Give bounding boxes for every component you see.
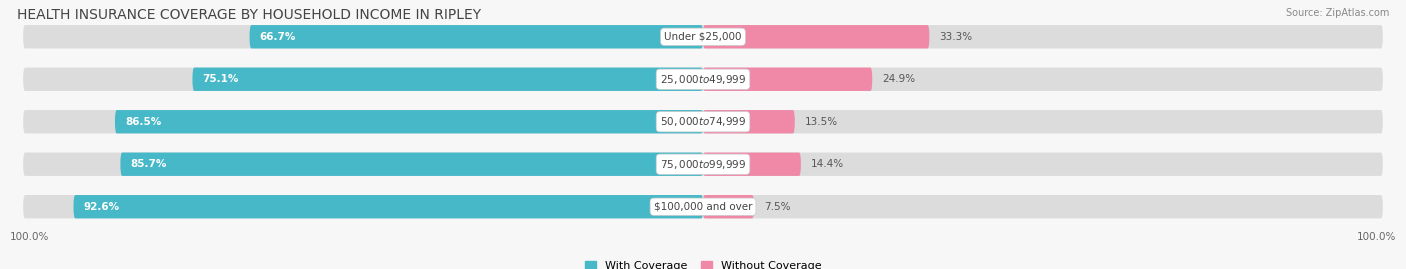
Text: 75.1%: 75.1% xyxy=(202,74,239,84)
FancyBboxPatch shape xyxy=(703,68,872,91)
Text: 100.0%: 100.0% xyxy=(1357,232,1396,242)
Text: $25,000 to $49,999: $25,000 to $49,999 xyxy=(659,73,747,86)
Text: 7.5%: 7.5% xyxy=(765,202,790,212)
Text: 66.7%: 66.7% xyxy=(260,32,297,42)
Text: 92.6%: 92.6% xyxy=(84,202,120,212)
Text: $50,000 to $74,999: $50,000 to $74,999 xyxy=(659,115,747,128)
Text: 85.7%: 85.7% xyxy=(131,159,167,169)
Text: Under $25,000: Under $25,000 xyxy=(664,32,742,42)
FancyBboxPatch shape xyxy=(22,195,1384,218)
Text: 13.5%: 13.5% xyxy=(806,117,838,127)
FancyBboxPatch shape xyxy=(73,195,703,218)
Text: HEALTH INSURANCE COVERAGE BY HOUSEHOLD INCOME IN RIPLEY: HEALTH INSURANCE COVERAGE BY HOUSEHOLD I… xyxy=(17,8,481,22)
Text: $100,000 and over: $100,000 and over xyxy=(654,202,752,212)
FancyBboxPatch shape xyxy=(193,68,703,91)
Text: 100.0%: 100.0% xyxy=(10,232,49,242)
Text: Source: ZipAtlas.com: Source: ZipAtlas.com xyxy=(1285,8,1389,18)
FancyBboxPatch shape xyxy=(121,153,703,176)
FancyBboxPatch shape xyxy=(22,110,1384,133)
FancyBboxPatch shape xyxy=(22,25,1384,48)
FancyBboxPatch shape xyxy=(703,25,929,48)
FancyBboxPatch shape xyxy=(22,153,1384,176)
FancyBboxPatch shape xyxy=(22,68,1384,91)
Text: $75,000 to $99,999: $75,000 to $99,999 xyxy=(659,158,747,171)
Text: 86.5%: 86.5% xyxy=(125,117,162,127)
FancyBboxPatch shape xyxy=(703,110,794,133)
FancyBboxPatch shape xyxy=(703,195,754,218)
Text: 33.3%: 33.3% xyxy=(939,32,973,42)
FancyBboxPatch shape xyxy=(249,25,703,48)
FancyBboxPatch shape xyxy=(703,153,801,176)
FancyBboxPatch shape xyxy=(115,110,703,133)
Text: 14.4%: 14.4% xyxy=(811,159,844,169)
Legend: With Coverage, Without Coverage: With Coverage, Without Coverage xyxy=(585,261,821,269)
Text: 24.9%: 24.9% xyxy=(883,74,915,84)
